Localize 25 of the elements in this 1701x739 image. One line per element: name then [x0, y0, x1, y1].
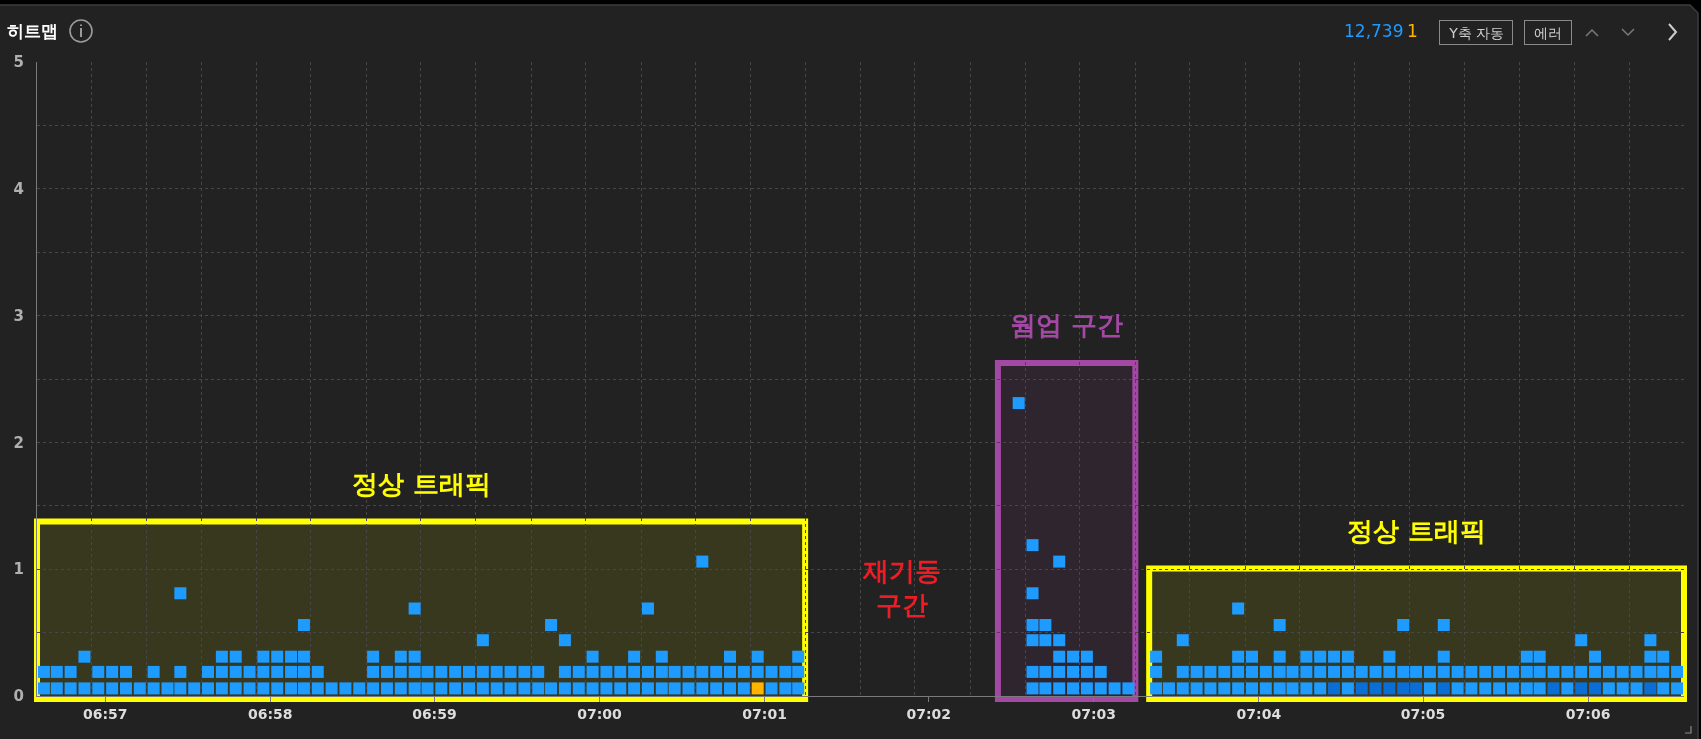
- y-tick-label: 0: [13, 687, 24, 706]
- text: 1: [1407, 21, 1418, 41]
- chart-title: 히트맵: [7, 20, 58, 41]
- band-label: 정상 트래픽: [352, 469, 492, 499]
- y-tick-label: 2: [13, 433, 24, 452]
- text: Y축 자동: [1448, 24, 1505, 41]
- x-tick-label: 07:02: [906, 705, 951, 722]
- annotation: 재기동 구간: [862, 556, 941, 620]
- x-tick-label: 06:57: [82, 705, 128, 722]
- x-tick-label: 07:00: [577, 705, 623, 722]
- x-tick-label: 07:04: [1236, 705, 1282, 722]
- y-tick-label: 1: [13, 560, 24, 579]
- text: 12,739: [1344, 21, 1404, 41]
- text: 에러: [1534, 24, 1562, 41]
- x-tick-label: 07:03: [1071, 705, 1117, 722]
- x-tick-label: 06:59: [412, 705, 457, 722]
- band-label: 정상 트래픽: [1347, 516, 1487, 546]
- y-tick-label: 5: [13, 53, 24, 72]
- x-tick-label: 07:01: [742, 705, 787, 722]
- y-tick-label: 4: [13, 180, 24, 199]
- x-tick-label: 07:05: [1400, 705, 1446, 722]
- x-tick-label: 07:06: [1565, 705, 1611, 722]
- band-label: 웜업 구간: [1010, 310, 1124, 340]
- x-tick-label: 06:58: [248, 705, 293, 722]
- y-tick-label: 3: [13, 306, 24, 325]
